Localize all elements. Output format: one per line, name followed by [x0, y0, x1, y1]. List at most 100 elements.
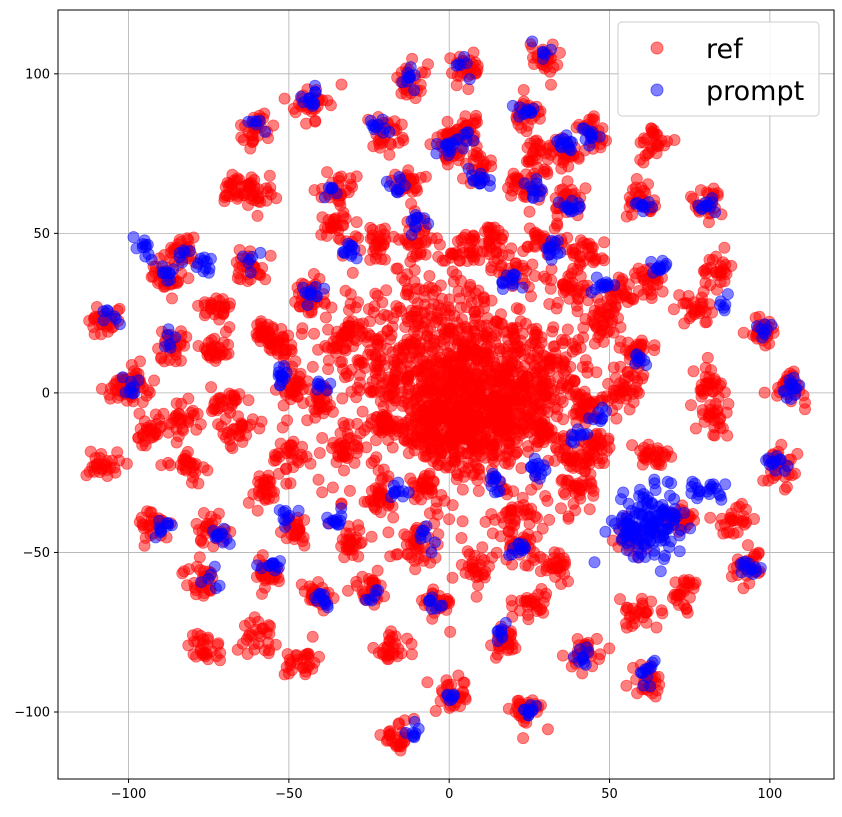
ref-point: [635, 445, 646, 456]
ref-point: [337, 534, 348, 545]
ref-point: [177, 423, 188, 434]
prompt-point: [523, 710, 534, 721]
ref-point: [574, 251, 585, 262]
ref-point: [636, 593, 647, 604]
ref-point: [588, 490, 599, 501]
ref-point: [398, 424, 409, 435]
prompt-point: [179, 247, 190, 258]
ref-point: [412, 388, 423, 399]
ref-point: [322, 167, 333, 178]
ref-point: [406, 198, 417, 209]
ref-point: [244, 629, 255, 640]
prompt-point: [488, 476, 499, 487]
ref-point: [265, 182, 276, 193]
prompt-point: [166, 520, 177, 531]
ref-point: [456, 395, 467, 406]
prompt-point: [389, 488, 400, 499]
ref-point: [501, 380, 512, 391]
prompt-point: [366, 595, 377, 606]
ref-point: [651, 622, 662, 633]
ref-point: [317, 487, 328, 498]
ref-point: [466, 235, 477, 246]
ref-point: [506, 190, 517, 201]
prompt-point: [368, 120, 379, 131]
ref-point: [343, 370, 354, 381]
ref-point: [317, 432, 328, 443]
ref-point: [497, 318, 508, 329]
ref-point: [183, 393, 194, 404]
ref-point: [193, 478, 204, 489]
ref-point: [556, 578, 567, 589]
ref-point: [657, 286, 668, 297]
ref-point: [461, 364, 472, 375]
ref-point: [434, 239, 445, 250]
ref-point: [599, 255, 610, 266]
ref-point: [522, 241, 533, 252]
ref-point: [313, 474, 324, 485]
ref-point: [442, 433, 453, 444]
ref-point: [260, 575, 271, 586]
ref-point: [537, 523, 548, 534]
ref-point: [574, 489, 585, 500]
ref-point: [593, 653, 604, 664]
ref-point: [314, 447, 325, 458]
ref-point: [402, 549, 413, 560]
ref-point: [170, 411, 181, 422]
ref-point: [719, 242, 730, 253]
ref-point: [510, 408, 521, 419]
ref-point: [542, 495, 553, 506]
ref-point: [149, 375, 160, 386]
ref-point: [406, 638, 417, 649]
prompt-point: [528, 103, 539, 114]
ref-point: [339, 440, 350, 451]
ref-point: [216, 421, 227, 432]
ref-point: [370, 483, 381, 494]
ref-point: [562, 324, 573, 335]
ref-point: [700, 317, 711, 328]
ref-point: [420, 249, 431, 260]
ref-point: [535, 551, 546, 562]
ref-point: [376, 331, 387, 342]
ref-point: [198, 590, 209, 601]
ref-point: [522, 504, 533, 515]
ref-point: [305, 458, 316, 469]
prompt-point: [251, 119, 262, 130]
ref-point: [503, 703, 514, 714]
ref-point: [646, 123, 657, 134]
ref-point: [711, 251, 722, 262]
prompt-point: [423, 218, 434, 229]
ref-point: [309, 185, 320, 196]
prompt-point: [453, 59, 464, 70]
ref-point: [402, 376, 413, 387]
ref-point: [388, 374, 399, 385]
ref-point: [447, 572, 458, 583]
ref-point: [649, 345, 660, 356]
ref-point: [725, 516, 736, 527]
ref-point: [365, 387, 376, 398]
ref-point: [545, 79, 556, 90]
ref-point: [249, 612, 260, 623]
ref-point: [511, 303, 522, 314]
prompt-point: [333, 519, 344, 530]
prompt-point: [293, 505, 304, 516]
ref-point: [619, 382, 630, 393]
ref-point: [424, 508, 435, 519]
ref-point: [502, 506, 513, 517]
ref-point: [214, 655, 225, 666]
ref-point: [220, 432, 231, 443]
ref-point: [711, 284, 722, 295]
ref-point: [656, 605, 667, 616]
ref-point: [281, 464, 292, 475]
ref-point: [264, 327, 275, 338]
ref-point: [344, 485, 355, 496]
ref-point: [463, 84, 474, 95]
ref-point: [412, 320, 423, 331]
prompt-point: [394, 184, 405, 195]
ref-point: [695, 185, 706, 196]
ref-point: [532, 329, 543, 340]
ref-point: [433, 460, 444, 471]
ref-point: [166, 293, 177, 304]
ref-point: [430, 418, 441, 429]
ref-point: [562, 475, 573, 486]
